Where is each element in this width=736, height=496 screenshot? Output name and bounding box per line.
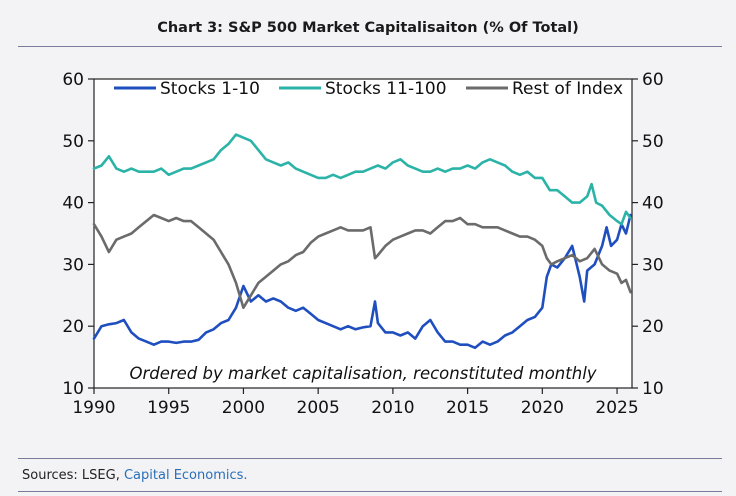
- chart-title: Chart 3: S&P 500 Market Capitalisaiton (…: [157, 20, 579, 36]
- legend-label-2: Rest of Index: [512, 79, 623, 99]
- plot-area: [93, 78, 633, 389]
- series-line-2: [92, 213, 632, 310]
- source-note: Sources: LSEG, Capital Economics.: [22, 468, 248, 483]
- series-line-1: [92, 133, 632, 226]
- y-tick-label-right-30: 30: [642, 255, 664, 275]
- source-prefix: Sources: LSEG,: [22, 468, 124, 483]
- y-tick-label-left-40: 40: [62, 194, 84, 214]
- footer-divider-bottom: [18, 491, 722, 492]
- series-line-0: [92, 213, 632, 350]
- title-divider: [18, 46, 722, 47]
- y-tick-label-right-60: 60: [642, 70, 664, 90]
- legend-label-0: Stocks 1-10: [160, 79, 260, 99]
- x-tick-label-2000: 2000: [222, 398, 265, 418]
- y-tick-label-right-10: 10: [642, 379, 664, 399]
- source-highlight[interactable]: Capital Economics.: [123, 468, 248, 483]
- x-tick-label-2015: 2015: [446, 398, 489, 418]
- footer-divider-top: [18, 458, 722, 459]
- legend-label-1: Stocks 11-100: [325, 79, 447, 99]
- x-tick-label-2005: 2005: [297, 398, 340, 418]
- y-tick-label-right-20: 20: [642, 317, 664, 337]
- y-tick-label-left-50: 50: [62, 132, 84, 152]
- y-tick-label-right-40: 40: [642, 194, 664, 214]
- y-tick-label-left-30: 30: [62, 255, 84, 275]
- x-tick-label-1990: 1990: [72, 398, 115, 418]
- y-tick-label-left-60: 60: [62, 70, 84, 90]
- x-tick-label-2020: 2020: [521, 398, 564, 418]
- y-tick-label-left-20: 20: [62, 317, 84, 337]
- x-tick-label-1995: 1995: [147, 398, 190, 418]
- y-tick-label-left-10: 10: [62, 379, 84, 399]
- chart-annotation: Ordered by market capitalisation, recons…: [129, 364, 596, 383]
- y-tick-label-right-50: 50: [642, 132, 664, 152]
- x-tick-label-2025: 2025: [595, 398, 638, 418]
- x-tick-label-2010: 2010: [371, 398, 414, 418]
